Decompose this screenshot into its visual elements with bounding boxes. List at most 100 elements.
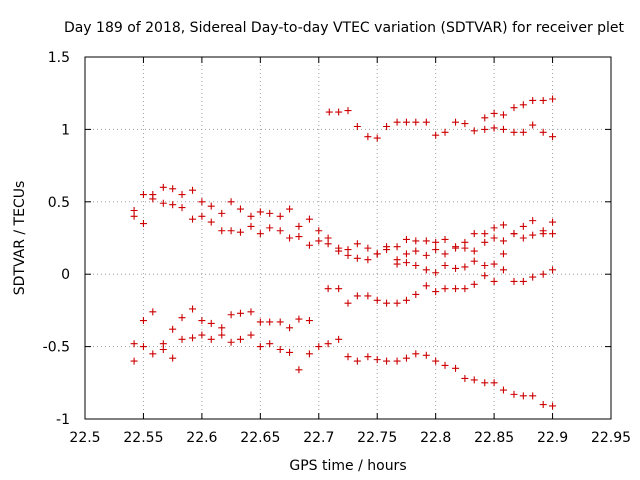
data-point	[373, 296, 381, 304]
data-point	[178, 204, 186, 212]
data-point	[470, 376, 478, 384]
data-point	[344, 353, 352, 361]
data-point	[529, 273, 537, 281]
data-point	[470, 127, 478, 135]
data-point	[286, 348, 294, 356]
data-point	[364, 292, 372, 300]
data-point	[549, 266, 557, 274]
data-point	[189, 305, 197, 313]
data-point	[373, 250, 381, 258]
data-point	[393, 243, 401, 251]
data-point	[364, 353, 372, 361]
data-point	[266, 224, 274, 232]
data-point	[169, 185, 177, 193]
data-point	[353, 240, 361, 248]
data-point	[529, 392, 537, 400]
data-point	[236, 335, 244, 343]
data-point	[499, 221, 507, 229]
data-point	[256, 343, 264, 351]
data-point	[247, 308, 255, 316]
data-point	[432, 288, 440, 296]
data-point	[549, 218, 557, 226]
data-point	[169, 354, 177, 362]
data-point	[178, 335, 186, 343]
x-axis-title: GPS time / hours	[289, 458, 406, 474]
data-point	[227, 338, 235, 346]
data-point	[169, 325, 177, 333]
data-point	[393, 299, 401, 307]
data-point	[305, 350, 313, 358]
chart-title: Day 189 of 2018, Sidereal Day-to-day VTE…	[64, 20, 625, 36]
data-point	[490, 109, 498, 117]
data-point	[510, 104, 518, 112]
data-point	[139, 343, 147, 351]
data-point	[178, 191, 186, 199]
x-tick-label: 22.5	[69, 430, 100, 446]
data-point	[315, 237, 323, 245]
data-point	[383, 357, 391, 365]
data-point	[422, 251, 430, 259]
data-point	[218, 209, 226, 217]
data-point	[207, 202, 215, 210]
data-point	[207, 218, 215, 226]
data-point	[519, 222, 527, 230]
data-point	[510, 390, 518, 398]
y-axis-title: SDTVAR / TECUs	[12, 181, 28, 296]
data-point	[139, 220, 147, 228]
data-point	[412, 350, 420, 358]
data-point	[198, 212, 206, 220]
data-point	[139, 191, 147, 199]
data-point	[402, 118, 410, 126]
data-point	[130, 340, 138, 348]
data-point	[198, 198, 206, 206]
data-point	[295, 315, 303, 323]
data-point	[159, 183, 167, 191]
data-point	[412, 237, 420, 245]
data-point	[402, 259, 410, 267]
data-point	[481, 379, 489, 387]
data-point	[461, 285, 469, 293]
y-tick-label: 1	[61, 122, 70, 138]
data-point	[159, 199, 167, 207]
data-point	[266, 318, 274, 326]
data-point	[236, 309, 244, 317]
data-point	[452, 118, 460, 126]
data-point	[481, 272, 489, 280]
data-point	[266, 340, 274, 348]
data-point	[549, 402, 557, 410]
data-point	[256, 230, 264, 238]
data-point	[364, 256, 372, 264]
data-point	[470, 230, 478, 238]
data-point	[256, 208, 264, 216]
data-point	[499, 237, 507, 245]
data-point	[452, 364, 460, 372]
data-point	[402, 296, 410, 304]
data-point	[373, 356, 381, 364]
data-point	[422, 282, 430, 290]
x-tick-label: 22.95	[591, 430, 631, 446]
data-point	[510, 230, 518, 238]
data-point	[207, 335, 215, 343]
data-point	[353, 357, 361, 365]
data-point	[529, 231, 537, 239]
data-point	[364, 244, 372, 252]
data-point	[441, 361, 449, 369]
x-tick-label: 22.75	[357, 430, 397, 446]
data-point	[490, 234, 498, 242]
data-point	[461, 374, 469, 382]
data-point	[236, 205, 244, 213]
data-point	[441, 262, 449, 270]
data-point	[149, 350, 157, 358]
data-point	[519, 128, 527, 136]
data-point	[539, 270, 547, 278]
data-point	[324, 285, 332, 293]
data-point	[286, 324, 294, 332]
data-point	[315, 227, 323, 235]
data-point	[481, 114, 489, 122]
y-tick-label: 1.5	[48, 50, 70, 66]
data-point	[499, 266, 507, 274]
data-point	[432, 246, 440, 254]
x-tick-label: 22.65	[240, 430, 280, 446]
data-point	[412, 247, 420, 255]
data-point	[295, 222, 303, 230]
